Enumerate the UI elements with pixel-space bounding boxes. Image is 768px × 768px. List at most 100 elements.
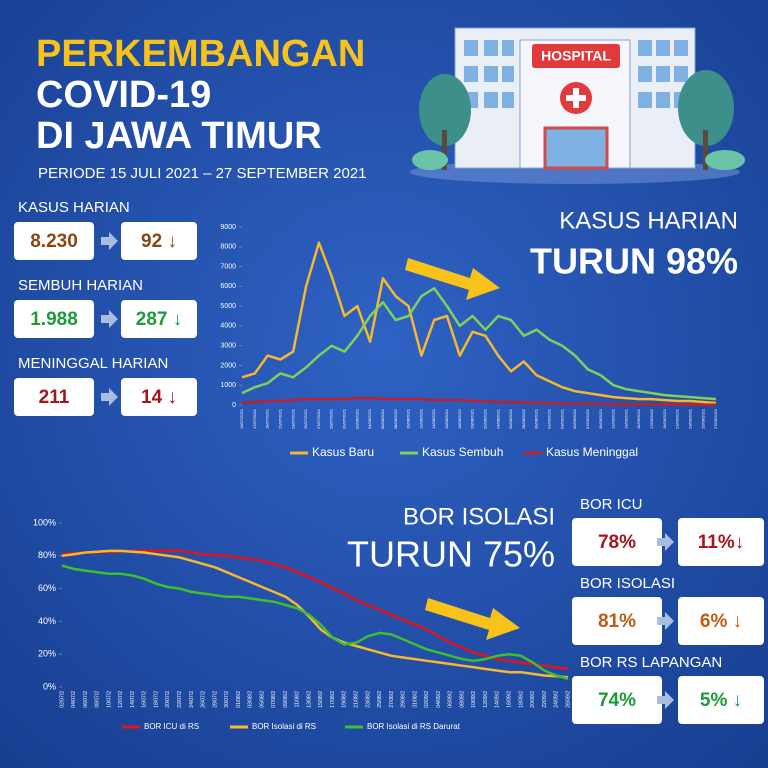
y-tick-label: 8000 xyxy=(220,244,236,251)
x-tick-label: 07/08/2 xyxy=(271,691,277,708)
hospital-illustration xyxy=(410,27,745,184)
x-tick-label: 21/07/2021 xyxy=(277,408,282,429)
x-tick-label: 26/09/2 xyxy=(565,691,571,708)
series-line xyxy=(241,287,717,401)
x-tick-label: 03/08/2 xyxy=(248,691,254,708)
x-tick-label: 17/09/2021 xyxy=(649,408,654,429)
stat-box xyxy=(572,676,662,724)
x-tick-label: 06/09/2 xyxy=(448,691,454,708)
x-tick-label: 17/07/2021 xyxy=(252,408,257,429)
x-tick-label: 14/07/2 xyxy=(130,691,136,708)
stat-label: BOR ISOLASI xyxy=(580,575,675,592)
y-tick-label: 80% xyxy=(38,550,56,560)
arrow-icon xyxy=(657,533,674,551)
title: COVID-19 xyxy=(36,74,211,116)
stat-label: SEMBUH HARIAN xyxy=(18,277,143,294)
x-tick-label: 22/08/2021 xyxy=(482,408,487,429)
legend-label: BOR Isolasi di RS xyxy=(252,722,316,731)
x-tick-label: 04/08/2021 xyxy=(367,408,372,429)
x-tick-label: 31/07/2021 xyxy=(342,408,347,429)
x-tick-label: 01/09/2021 xyxy=(547,408,552,429)
arrow-icon xyxy=(101,388,118,406)
x-tick-label: 04/07/2 xyxy=(71,691,77,708)
x-tick-label: 02/07/2 xyxy=(59,691,65,708)
x-tick-label: 22/09/2 xyxy=(542,691,548,708)
x-tick-label: 10/08/2021 xyxy=(406,408,411,429)
period: PERIODE 15 JULI 2021 – 27 SEPTEMBER 2021 xyxy=(38,165,367,182)
x-tick-label: 28/07/2 xyxy=(212,691,218,708)
legend-label: Kasus Sembuh xyxy=(422,445,503,459)
stat-label: BOR RS LAPANGAN xyxy=(580,654,722,671)
stat-value: 211 xyxy=(39,387,70,408)
stat-box xyxy=(572,518,662,566)
x-tick-label: 12/08/2021 xyxy=(418,408,423,429)
x-tick-label: 08/07/2 xyxy=(95,691,101,708)
headline: BOR ISOLASI xyxy=(403,503,555,530)
stat-value: 78% xyxy=(598,532,636,553)
x-tick-label: 01/08/2 xyxy=(236,691,242,708)
x-tick-label: 27/09/2021 xyxy=(713,408,718,429)
x-tick-label: 19/09/2021 xyxy=(662,408,667,429)
stat-value: 92 ↓ xyxy=(141,231,177,252)
title: PERKEMBANGAN xyxy=(36,33,365,75)
legend-label: BOR ICU di RS xyxy=(144,722,199,731)
x-tick-label: 27/07/2021 xyxy=(316,408,321,429)
x-tick-label: 14/09/2 xyxy=(495,691,501,708)
stat-label: KASUS HARIAN xyxy=(18,199,130,216)
hospital-sign: HOSPITAL xyxy=(541,48,611,64)
stat-box xyxy=(121,378,197,416)
stat-box xyxy=(572,597,662,645)
headline: TURUN 75% xyxy=(347,534,555,575)
x-tick-label: 20/08/2021 xyxy=(470,408,475,429)
title: DI JAWA TIMUR xyxy=(36,115,322,157)
arrow-icon xyxy=(657,691,674,709)
x-tick-label: 22/07/2 xyxy=(177,691,183,708)
y-tick-label: 0% xyxy=(43,681,56,691)
stat-box xyxy=(678,597,764,645)
x-tick-label: 08/09/2 xyxy=(459,691,465,708)
stat-label: BOR ICU xyxy=(580,496,643,513)
y-tick-label: 2000 xyxy=(220,362,236,369)
y-tick-label: 20% xyxy=(38,649,56,659)
x-tick-label: 16/09/2 xyxy=(506,691,512,708)
x-tick-label: 25/07/2021 xyxy=(303,408,308,429)
x-tick-label: 19/07/2021 xyxy=(265,408,270,429)
legend-label: Kasus Baru xyxy=(312,445,374,459)
x-tick-label: 12/09/2 xyxy=(483,691,489,708)
x-tick-label: 11/08/2 xyxy=(295,691,301,708)
series-line xyxy=(61,564,569,681)
stat-box xyxy=(14,300,94,338)
x-tick-label: 13/09/2021 xyxy=(623,408,628,429)
arrow-icon xyxy=(101,232,118,250)
x-tick-label: 07/09/2021 xyxy=(585,408,590,429)
x-tick-label: 10/07/2 xyxy=(106,691,112,708)
series-line xyxy=(61,549,569,671)
x-tick-label: 09/08/2 xyxy=(283,691,289,708)
arrow-icon xyxy=(101,310,118,328)
x-tick-label: 15/09/2021 xyxy=(636,408,641,429)
x-tick-label: 19/08/2 xyxy=(342,691,348,708)
x-tick-label: 23/09/2021 xyxy=(687,408,692,429)
x-tick-label: 25/09/2021 xyxy=(700,408,705,429)
series-line xyxy=(241,396,716,406)
y-tick-label: 9000 xyxy=(220,224,236,231)
y-tick-label: 7000 xyxy=(220,263,236,270)
stat-box xyxy=(121,300,197,338)
headline: KASUS HARIAN xyxy=(559,207,738,234)
x-tick-label: 18/08/2021 xyxy=(457,408,462,429)
series-line xyxy=(61,549,569,679)
stat-value: 11%↓ xyxy=(698,532,744,553)
stat-box xyxy=(14,378,94,416)
x-tick-label: 06/07/2 xyxy=(83,691,89,708)
stat-box xyxy=(678,676,764,724)
x-tick-label: 14/08/2021 xyxy=(431,408,436,429)
stat-value: 6% ↓ xyxy=(700,611,742,632)
x-tick-label: 26/07/2 xyxy=(201,691,207,708)
stat-value: 5% ↓ xyxy=(700,690,742,711)
y-tick-label: 60% xyxy=(38,583,56,593)
x-tick-label: 20/07/2 xyxy=(165,691,171,708)
x-tick-label: 18/09/2 xyxy=(518,691,524,708)
y-tick-label: 100% xyxy=(33,517,56,527)
x-tick-label: 03/09/2021 xyxy=(559,408,564,429)
